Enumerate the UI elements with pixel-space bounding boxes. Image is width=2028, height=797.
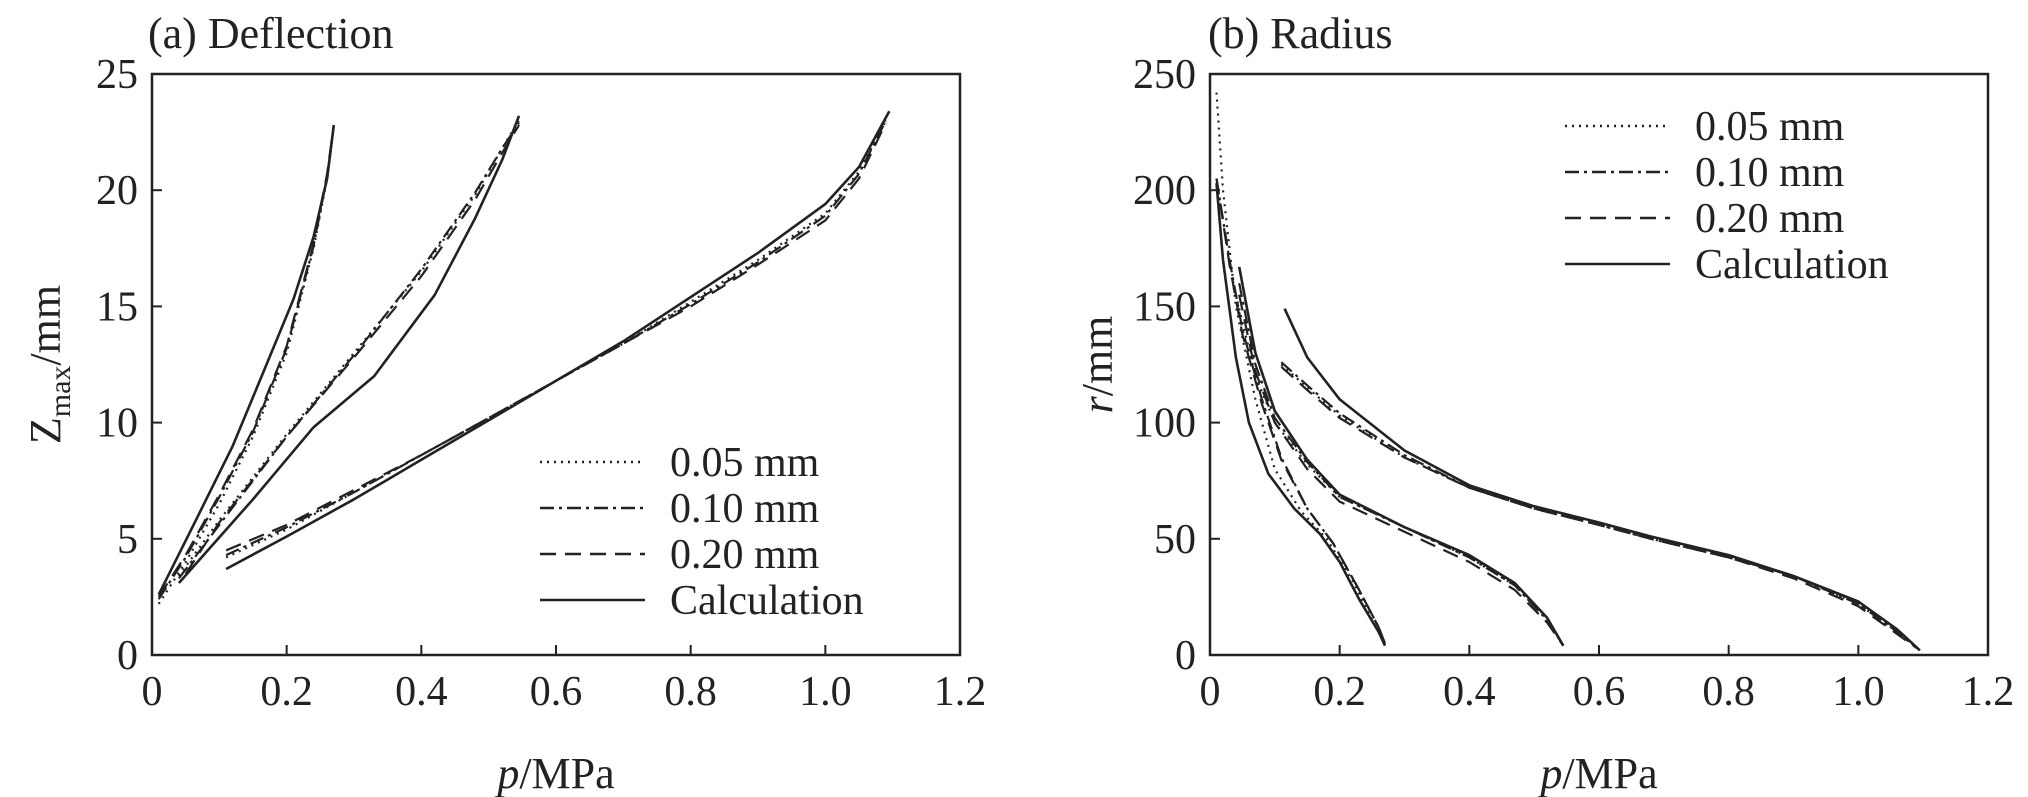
- x-tick-label: 0.8: [664, 669, 717, 715]
- plot-frame: [1208, 72, 1990, 657]
- x-tick-label: 1.2: [934, 669, 987, 715]
- series-line-0-10-mm: [157, 124, 335, 600]
- legend-label-0-20-mm: 0.20 mm: [670, 532, 820, 578]
- y-tick-label: 5: [117, 517, 138, 563]
- panel-title-deflection: (a) Deflection: [148, 9, 394, 58]
- y-tick-label: 0: [1175, 633, 1196, 679]
- legend-label-calculation: Calculation: [1695, 242, 1889, 288]
- series-line-0-05-mm: [225, 119, 887, 559]
- x-tick-label: 1.0: [799, 669, 852, 715]
- y-tick-label: 200: [1133, 168, 1196, 214]
- x-tick-label: 0.6: [530, 669, 583, 715]
- series-line-calculation: [1215, 183, 1387, 647]
- x-tick-label: 0.6: [1573, 669, 1626, 715]
- y-axis-label: Zmax/mm: [21, 285, 77, 444]
- legend-label-0-20-mm: 0.20 mm: [1695, 196, 1845, 242]
- panel-deflection: (a) Deflection 0 0.2 0.4 0.6 0.8 1.0 1.2 0 5 10 15…: [21, 9, 986, 797]
- y-tick-label: 10: [96, 401, 138, 447]
- series-line-0-20-mm: [157, 124, 335, 598]
- series-lines: [1215, 92, 1921, 652]
- series-line-calculation: [157, 124, 336, 596]
- legend-label-0-05-mm: 0.05 mm: [670, 440, 820, 486]
- y-tick-label: 50: [1154, 517, 1196, 563]
- series-line-0-10-mm: [178, 122, 520, 579]
- x-tick-label: 0.8: [1702, 669, 1755, 715]
- y-tick-label: 150: [1133, 284, 1196, 330]
- y-tick-label: 250: [1133, 52, 1196, 98]
- x-axis-label: p/MPa: [494, 749, 614, 797]
- x-tick-label: 1.2: [1962, 669, 2015, 715]
- y-tick-label: 20: [96, 168, 138, 214]
- x-tick-label: 0.4: [1443, 669, 1496, 715]
- plot-area-deflection: 0 0.2 0.4 0.6 0.8 1.0 1.2 0 5 10 15 20 25 p/MPa Zmax/m…: [21, 52, 986, 797]
- x-tick-label: 0.4: [395, 669, 448, 715]
- series-line-calculation: [1283, 308, 1921, 652]
- series-line-0-10-mm: [1215, 178, 1387, 644]
- x-tick-label: 0: [142, 669, 163, 715]
- series-line-0-05-mm: [1280, 363, 1918, 649]
- x-tick-label: 0.2: [260, 669, 313, 715]
- y-axis-label: r/mm: [1073, 316, 1122, 414]
- series-line-0-20-mm: [1238, 294, 1565, 647]
- series-line-0-20-mm: [1215, 178, 1387, 644]
- series-line-0-05-mm: [157, 124, 335, 605]
- legend-label-0-10-mm: 0.10 mm: [1695, 150, 1845, 196]
- series-line-0-05-mm: [178, 119, 520, 577]
- y-tick-label: 100: [1133, 401, 1196, 447]
- series-line-0-20-mm: [1280, 365, 1918, 649]
- x-tick-label: 0: [1200, 669, 1221, 715]
- series-line-calculation: [1237, 266, 1565, 647]
- plot-frame: [150, 72, 962, 657]
- series-line-0-10-mm: [1280, 361, 1918, 649]
- y-tick-label: 0: [117, 633, 138, 679]
- legend-label-0-10-mm: 0.10 mm: [670, 486, 820, 532]
- legend-label-calculation: Calculation: [670, 578, 864, 624]
- x-tick-label: 0.2: [1313, 669, 1366, 715]
- series-lines: [157, 110, 891, 605]
- plot-area-radius: 0 0.2 0.4 0.6 0.8 1.0 1.2 0 50 100 150 200 250 p/MPa r…: [1073, 52, 2014, 797]
- series-line-0-05-mm: [1234, 294, 1565, 647]
- legend-label-0-05-mm: 0.05 mm: [1695, 104, 1845, 150]
- panel-radius: (b) Radius 0 0.2 0.4 0.6 0.8 1.0 1.2 0 50 100 150 2…: [1073, 9, 2014, 797]
- series-line-0-05-mm: [1215, 92, 1386, 644]
- x-tick-label: 1.0: [1832, 669, 1885, 715]
- y-tick-label: 15: [96, 284, 138, 330]
- y-tick-label: 25: [96, 52, 138, 98]
- x-axis-label: p/MPa: [1537, 749, 1657, 797]
- panel-title-radius: (b) Radius: [1208, 9, 1393, 58]
- series-line-calculation: [177, 115, 521, 584]
- series-line-0-20-mm: [184, 124, 520, 575]
- series-line-calculation: [225, 110, 891, 571]
